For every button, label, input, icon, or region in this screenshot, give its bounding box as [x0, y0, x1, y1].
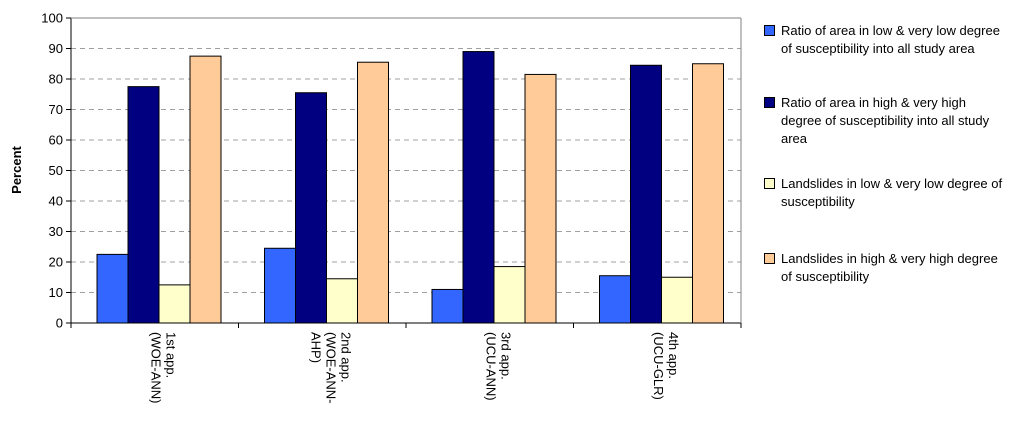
- bar-series-4-cat-2: [357, 61, 389, 324]
- y-tick-label: 20: [49, 255, 63, 270]
- bar-series-2-cat-4: [630, 64, 662, 324]
- axes: [66, 17, 742, 328]
- legend-item-series-2: Ratio of area in high & very high degree…: [764, 94, 1009, 148]
- legend-label-series-4: Landslides in high & very high degree of…: [781, 251, 998, 284]
- bar-series-3-cat-1: [158, 284, 191, 324]
- legend-swatch-series-2: [764, 97, 775, 108]
- y-tick-label: 60: [49, 133, 63, 148]
- x-tick-label: AHP): [308, 332, 323, 363]
- y-tick-label: 40: [49, 194, 63, 209]
- bar-series-4-cat-4: [692, 63, 724, 324]
- x-tick-label: (WOE-ANN): [148, 332, 163, 404]
- legend-item-series-3: Landslides in low & very low degree of s…: [764, 175, 1009, 211]
- bar-series-1-cat-2: [264, 247, 296, 324]
- y-tick-label: 50: [49, 163, 63, 178]
- x-tick-label: (UCU-GLR): [651, 332, 666, 400]
- bar-series-3-cat-4: [661, 276, 693, 324]
- legend-item-series-1: Ratio of area in low & very low degree o…: [764, 22, 1009, 58]
- y-tick-label: 10: [49, 285, 63, 300]
- bar-series-2-cat-1: [127, 86, 160, 324]
- y-tick-label: 90: [49, 41, 63, 56]
- x-tick-label: 3rd app.: [498, 332, 513, 380]
- x-tick-label: (UCU-ANN): [483, 332, 498, 401]
- y-axis-label: Percent: [9, 145, 24, 193]
- bar-series-4-cat-1: [189, 55, 222, 324]
- x-tick-label: 4th app.: [666, 332, 681, 379]
- legend-label-series-1: Ratio of area in low & very low degree o…: [781, 23, 1000, 56]
- x-tick-label: (WOE-ANN-: [323, 332, 338, 404]
- y-tick-label: 0: [56, 316, 63, 331]
- x-tick-label: 1st app.: [163, 332, 178, 378]
- y-tick-label: 80: [49, 72, 63, 87]
- bar-series-1-cat-4: [599, 275, 631, 324]
- legend-swatch-series-3: [764, 178, 775, 189]
- legend-label-series-3: Landslides in low & very low degree of s…: [781, 176, 1003, 209]
- legend-item-series-4: Landslides in high & very high degree of…: [764, 250, 1009, 286]
- legend-swatch-series-4: [764, 253, 775, 264]
- y-tick-label: 100: [41, 11, 63, 26]
- y-tick-labels: 0 10 20 30 40 50 60 70 80 90 100: [41, 11, 63, 331]
- x-tick-label: 2nd app.: [338, 332, 353, 383]
- bar-series-3-cat-3: [493, 266, 526, 324]
- y-tick-label: 30: [49, 224, 63, 239]
- bar-series-3-cat-2: [326, 278, 358, 324]
- bars: [96, 51, 724, 324]
- bar-series-1-cat-3: [431, 288, 464, 324]
- legend-label-series-2: Ratio of area in high & very high degree…: [781, 95, 990, 146]
- legend-swatch-series-1: [764, 25, 775, 36]
- y-tick-label: 70: [49, 102, 63, 117]
- bar-series-2-cat-3: [462, 51, 495, 324]
- bar-series-1-cat-1: [96, 253, 129, 324]
- bar-series-4-cat-3: [524, 73, 557, 324]
- bar-series-2-cat-2: [295, 92, 327, 324]
- x-tick-labels: 1st app.(WOE-ANN) 2nd app.(WOE-ANN-AHP) 3r…: [148, 332, 681, 404]
